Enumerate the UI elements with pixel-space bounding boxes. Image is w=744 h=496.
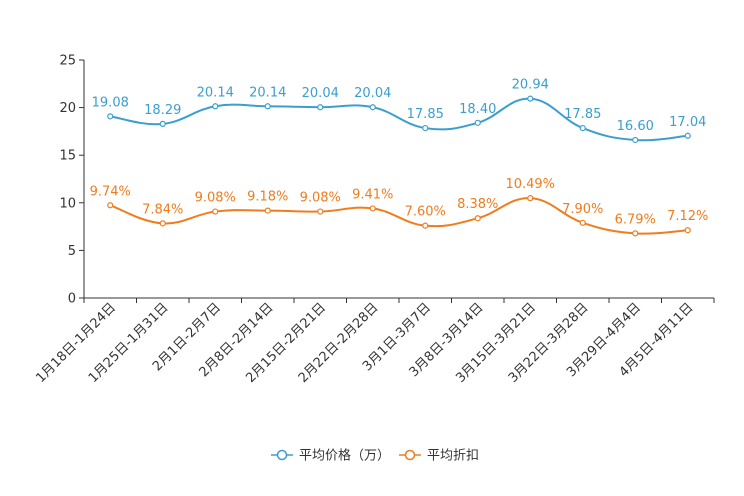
data-point[interactable] bbox=[423, 223, 428, 228]
data-label: 7.84% bbox=[142, 202, 183, 217]
legend-marker-icon bbox=[406, 451, 415, 460]
data-label: 7.12% bbox=[667, 209, 708, 224]
data-point[interactable] bbox=[423, 126, 428, 131]
data-point[interactable] bbox=[633, 231, 638, 236]
data-point[interactable] bbox=[265, 208, 270, 213]
data-label: 20.14 bbox=[197, 85, 234, 100]
data-label: 6.79% bbox=[615, 212, 656, 227]
legend-label: 平均折扣 bbox=[427, 449, 479, 464]
data-point[interactable] bbox=[685, 228, 690, 233]
data-point[interactable] bbox=[108, 114, 113, 119]
data-point[interactable] bbox=[580, 126, 585, 131]
y-tick-label: 20 bbox=[59, 101, 76, 116]
line-chart: 05101520251月18日-1月24日1月25日-1月31日2月1日-2月7… bbox=[0, 0, 744, 496]
data-point[interactable] bbox=[528, 96, 533, 101]
data-point[interactable] bbox=[633, 137, 638, 142]
data-label: 8.38% bbox=[457, 197, 498, 212]
data-point[interactable] bbox=[475, 120, 480, 125]
data-label: 9.74% bbox=[90, 184, 131, 199]
data-point[interactable] bbox=[528, 196, 533, 201]
y-tick-label: 0 bbox=[68, 292, 76, 307]
data-point[interactable] bbox=[318, 105, 323, 110]
legend-item-2[interactable]: 平均折扣 bbox=[399, 449, 479, 464]
data-label: 9.08% bbox=[300, 191, 341, 206]
y-tick-label: 15 bbox=[59, 149, 76, 164]
data-point[interactable] bbox=[370, 206, 375, 211]
data-point[interactable] bbox=[108, 203, 113, 208]
data-point[interactable] bbox=[160, 121, 165, 126]
data-point[interactable] bbox=[265, 104, 270, 109]
series-1: 19.08 18.29 20.14 20.14 20.04 20.04 17.85 18.40… bbox=[92, 78, 707, 143]
data-label: 17.85 bbox=[407, 107, 444, 122]
y-tick-label: 5 bbox=[68, 244, 76, 259]
data-label: 18.40 bbox=[459, 102, 496, 117]
series-layer: 19.08 18.29 20.14 20.14 20.04 20.04 17.85 18.40… bbox=[90, 78, 709, 236]
data-label: 9.08% bbox=[195, 191, 236, 206]
legend-label: 平均价格（万） bbox=[299, 448, 390, 464]
data-label: 19.08 bbox=[92, 95, 129, 110]
data-label: 9.41% bbox=[352, 187, 393, 202]
legend-item-1[interactable]: 平均价格（万） bbox=[271, 448, 390, 464]
data-label: 16.60 bbox=[617, 119, 654, 134]
data-label: 20.04 bbox=[302, 86, 339, 101]
data-label: 20.14 bbox=[249, 85, 286, 100]
data-point[interactable] bbox=[475, 216, 480, 221]
series-2: 9.74% 7.84% 9.08% 9.18% 9.08% 9.41% 7.60% 8.38%… bbox=[90, 177, 709, 236]
data-label: 7.90% bbox=[562, 202, 603, 217]
legend[interactable]: 平均价格（万） 平均折扣 bbox=[271, 448, 479, 464]
data-point[interactable] bbox=[685, 133, 690, 138]
y-tick-label: 25 bbox=[59, 54, 76, 69]
data-point[interactable] bbox=[213, 209, 218, 214]
data-point[interactable] bbox=[213, 104, 218, 109]
data-label: 10.49% bbox=[505, 177, 555, 192]
data-label: 7.60% bbox=[405, 205, 446, 220]
data-point[interactable] bbox=[318, 209, 323, 214]
data-label: 20.94 bbox=[512, 78, 549, 93]
data-label: 17.85 bbox=[564, 107, 601, 122]
y-tick-label: 10 bbox=[59, 196, 76, 211]
data-point[interactable] bbox=[370, 105, 375, 110]
data-label: 17.04 bbox=[669, 115, 706, 130]
data-point[interactable] bbox=[580, 220, 585, 225]
data-label: 20.04 bbox=[354, 86, 391, 101]
data-label: 18.29 bbox=[144, 103, 181, 118]
data-label: 9.18% bbox=[247, 190, 288, 205]
data-point[interactable] bbox=[160, 221, 165, 226]
axes: 05101520251月18日-1月24日1月25日-1月31日2月1日-2月7… bbox=[33, 54, 714, 387]
legend-marker-icon bbox=[278, 451, 287, 460]
